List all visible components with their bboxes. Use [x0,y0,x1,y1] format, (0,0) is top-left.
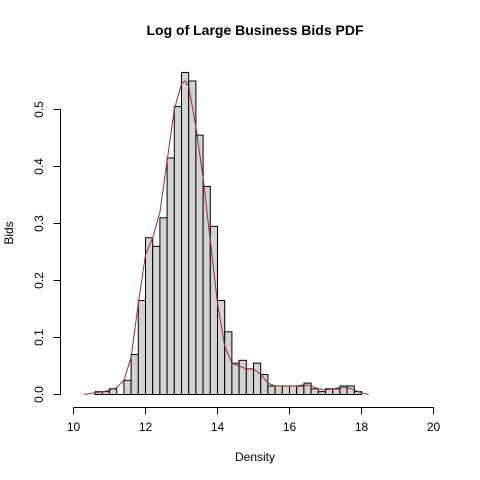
histogram-bar-21 [246,369,253,395]
histogram-bar-30 [311,389,318,395]
histogram-bar-24 [268,386,275,395]
histogram-bar-6 [138,300,145,394]
histogram-bar-12 [182,72,189,394]
histogram-bars [95,72,361,394]
histogram-bar-28 [297,386,304,395]
x-tick-label-2: 14 [211,420,225,434]
histogram-bar-19 [232,363,239,394]
y-tick-label-3: 0.3 [32,215,46,232]
histogram-bar-14 [196,135,203,394]
histogram-bar-9 [160,218,167,395]
histogram-bar-1 [102,392,109,395]
chart-title: Log of Large Business Bids PDF [146,22,363,38]
histogram-bar-26 [282,386,289,395]
histogram-bar-8 [153,246,160,394]
histogram-bar-11 [174,107,181,395]
histogram-bar-35 [347,386,354,395]
y-axis-label: Bids [2,221,16,244]
x-tick-label-4: 18 [355,420,369,434]
histogram-bar-10 [167,158,174,395]
histogram-bar-22 [254,363,261,394]
histogram-bar-4 [124,380,131,394]
x-axis-label: Density [235,450,275,464]
histogram-bar-5 [131,355,138,395]
x-tick-label-1: 12 [139,420,153,434]
x-tick-label-3: 16 [283,420,297,434]
y-tick-label-1: 0.1 [32,329,46,346]
y-tick-label-5: 0.5 [32,101,46,118]
histogram-bar-13 [189,81,196,395]
histogram-bar-17 [218,300,225,394]
histogram-bar-27 [290,386,297,395]
histogram-bar-23 [261,375,268,395]
histogram-bar-25 [275,386,282,395]
histogram-bar-20 [239,360,246,394]
y-tick-label-2: 0.2 [32,272,46,289]
histogram-bar-31 [318,392,325,395]
x-tick-label-0: 10 [67,420,81,434]
histogram-bar-18 [225,332,232,395]
histogram-bar-15 [203,186,210,394]
y-axis: 0.0 0.1 0.2 0.3 0.4 0.5 [32,101,61,403]
y-tick-label-4: 0.4 [32,158,46,175]
histogram-bar-7 [146,238,153,395]
y-tick-label-0: 0.0 [32,386,46,403]
x-axis: 10 12 14 16 18 20 [67,408,441,435]
x-tick-label-5: 20 [427,420,441,434]
histogram-bar-33 [333,389,340,395]
